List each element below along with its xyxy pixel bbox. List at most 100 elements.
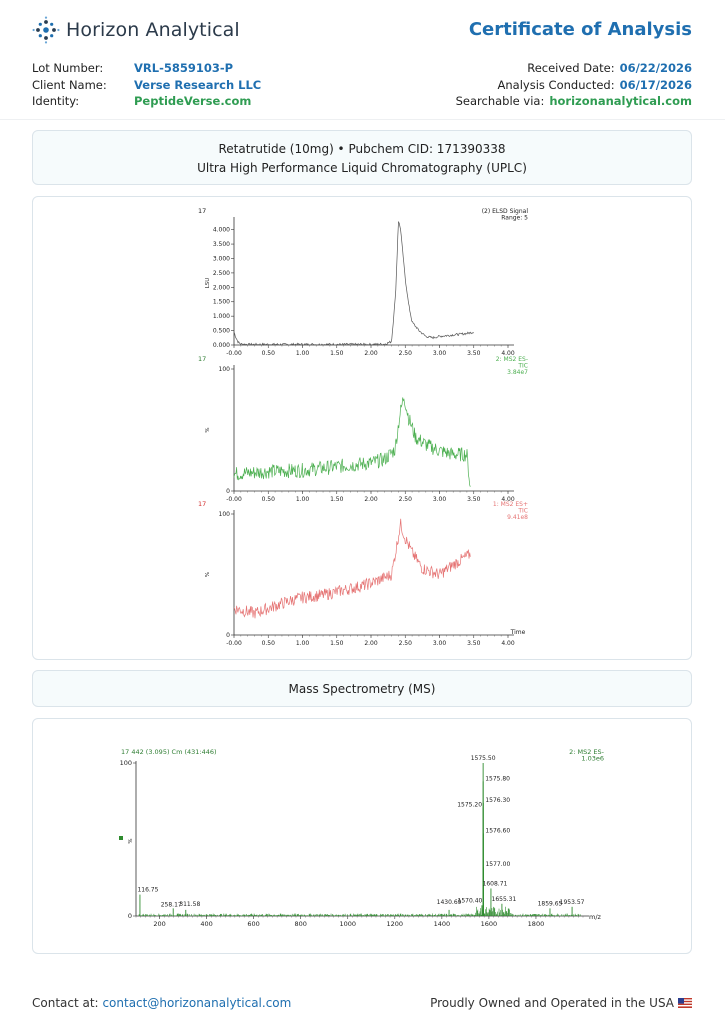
series-label: 9.41e8: [507, 514, 528, 521]
document-title: Certificate of Analysis: [468, 19, 692, 40]
peak-label: 1430.69: [437, 899, 462, 906]
searchable-label: Searchable via:: [455, 94, 545, 108]
ms-spectrum: 200 400 600 800 1000 1200 1400 1600 1800 0 100 116.…: [119, 748, 605, 928]
y-tick-label: 0.500: [213, 328, 230, 335]
chart-2: -0.00 0.50 1.00 1.50 2.00 2.50 3.00 3.50 4.00 0 10…: [198, 500, 528, 647]
x-tick-label: 3.00: [433, 350, 447, 357]
uplc-header-panel: Retatrutide (10mg) • Pubchem CID: 171390…: [32, 130, 692, 185]
peak-label: 258.17: [161, 901, 182, 908]
received-label: Received Date:: [527, 61, 615, 75]
us-flag-icon: [678, 998, 692, 1008]
x-tick-label: 0.50: [262, 496, 276, 503]
uplc-chart-panel: -0.00 0.50 1.00 1.50 2.00 2.50 3.00 3.50 4.00 0.0…: [32, 196, 692, 660]
method-line: Ultra High Performance Liquid Chromatogr…: [197, 161, 527, 175]
x-tick-label: 2.00: [364, 496, 378, 503]
x-tick-label: 600: [247, 920, 259, 928]
y-tick-label: 2.000: [213, 284, 230, 291]
y-tick-label: 0: [226, 488, 230, 495]
sample-id: 17: [198, 207, 206, 215]
y-tick-label: 0: [226, 632, 230, 639]
ownership-text: Proudly Owned and Operated in the USA: [430, 996, 674, 1010]
brand-name: Horizon Analytical: [66, 19, 240, 41]
received-value: 06/22/2026: [619, 61, 692, 75]
info-row-received: Received Date: 06/22/2026: [456, 60, 692, 77]
x-tick-label: 400: [200, 920, 212, 928]
series-line: [233, 220, 474, 346]
x-tick-label: 1.50: [330, 496, 344, 503]
x-tick-label: 0.50: [262, 640, 276, 647]
lot-value: VRL-5859103-P: [134, 61, 234, 75]
y-tick-label: 0: [128, 912, 132, 920]
report-header: Horizon Analytical Certificate of Analys…: [0, 0, 725, 120]
header-divider: [0, 119, 725, 120]
x-tick-label: 3.00: [433, 640, 447, 647]
y-tick-label: 1.000: [213, 313, 230, 320]
x-tick-label: 1400: [434, 920, 451, 928]
series-label: (2) ELSD Signal: [482, 208, 529, 215]
x-tick-label: 4.00: [501, 350, 515, 357]
y-tick-label: 0.000: [213, 342, 230, 349]
peak-label: 1575.80: [485, 775, 510, 782]
peak-label: 1576.60: [485, 827, 510, 834]
x-tick-label: 2.50: [399, 640, 413, 647]
info-right-block: Received Date: 06/22/2026 Analysis Condu…: [456, 60, 692, 110]
contact-email-link[interactable]: contact@horizonanalytical.com: [102, 996, 292, 1010]
y-tick-label: 3.000: [213, 255, 230, 262]
x-tick-label: 1.50: [330, 350, 344, 357]
sample-id: 17: [198, 500, 206, 508]
info-row-lot: Lot Number: VRL-5859103-P: [32, 60, 261, 77]
x-tick-label: 1200: [387, 920, 404, 928]
chart-0: -0.00 0.50 1.00 1.50 2.00 2.50 3.00 3.50 4.00 0.0…: [198, 207, 528, 357]
x-tick-label: 1.00: [296, 496, 310, 503]
x-tick-label: -0.00: [226, 350, 242, 357]
chart-1: -0.00 0.50 1.00 1.50 2.00 2.50 3.00 3.50 4.00 0 10…: [198, 355, 528, 503]
series-label: 2: MS2 ES-: [496, 356, 528, 363]
peak-label: 1576.30: [485, 797, 510, 804]
chart-3: 200 400 600 800 1000 1200 1400 1600 1800 0 100 116.…: [119, 748, 605, 928]
x-tick-label: 3.00: [433, 496, 447, 503]
y-tick-label: 3.500: [213, 241, 230, 248]
identity-value[interactable]: PeptideVerse.com: [134, 94, 252, 108]
y-tick-label: 100: [219, 366, 231, 373]
series-label: 1.03e6: [581, 755, 604, 763]
info-row-conducted: Analysis Conducted: 06/17/2026: [456, 77, 692, 94]
searchable-value[interactable]: horizonanalytical.com: [549, 94, 692, 108]
x-tick-label: 2.00: [364, 350, 378, 357]
x-tick-label: 1600: [481, 920, 498, 928]
ms-header-panel: Mass Spectrometry (MS): [32, 670, 692, 707]
info-left-block: Lot Number: VRL-5859103-P Client Name: V…: [32, 60, 261, 110]
x-axis-label: m/z: [589, 913, 602, 921]
conducted-value: 06/17/2026: [619, 77, 692, 92]
x-tick-label: 2.50: [399, 350, 413, 357]
y-axis-label: %: [128, 838, 134, 843]
peak-label: 311.58: [179, 901, 200, 908]
x-axis-label: Time: [510, 629, 526, 636]
spectrum-header: 17 442 (3.095) Cm (431:446): [121, 748, 217, 756]
peak-label: 1575.20: [457, 801, 482, 808]
client-value: Verse Research LLC: [134, 77, 262, 92]
peak-label: 1859.65: [538, 900, 563, 907]
x-tick-label: 0.50: [262, 350, 276, 357]
series-label: Range: 5: [501, 215, 528, 222]
client-label: Client Name:: [32, 77, 107, 92]
legend-marker: [119, 836, 123, 840]
x-tick-label: 4.00: [501, 640, 515, 647]
dotted-starburst-logo-icon: [32, 16, 60, 44]
contact-label: Contact at:: [32, 996, 99, 1010]
uplc-chromatogram: -0.00 0.50 1.00 1.50 2.00 2.50 3.00 3.50 4.00 0.0…: [198, 207, 528, 647]
series-label: 3.84e7: [507, 369, 528, 376]
series-label: 2: MS2 ES-: [569, 748, 605, 756]
ms-chart-panel: 200 400 600 800 1000 1200 1400 1600 1800 0 100 116.…: [32, 718, 692, 954]
peak-label: 1655.31: [492, 896, 517, 903]
x-tick-label: 2.00: [364, 640, 378, 647]
brand-logo: Horizon Analytical: [32, 16, 240, 44]
series-label: TIC: [517, 508, 528, 515]
x-tick-label: 1.00: [296, 640, 310, 647]
footer-ownership: Proudly Owned and Operated in the USA: [430, 996, 692, 1010]
x-tick-label: 4.00: [501, 496, 515, 503]
compound-line: Retatrutide (10mg) • Pubchem CID: 171390…: [218, 142, 506, 156]
x-tick-label: -0.00: [226, 640, 242, 647]
info-row-identity: Identity: PeptideVerse.com: [32, 93, 261, 110]
y-tick-label: 1.500: [213, 299, 230, 306]
x-tick-label: 1.00: [296, 350, 310, 357]
